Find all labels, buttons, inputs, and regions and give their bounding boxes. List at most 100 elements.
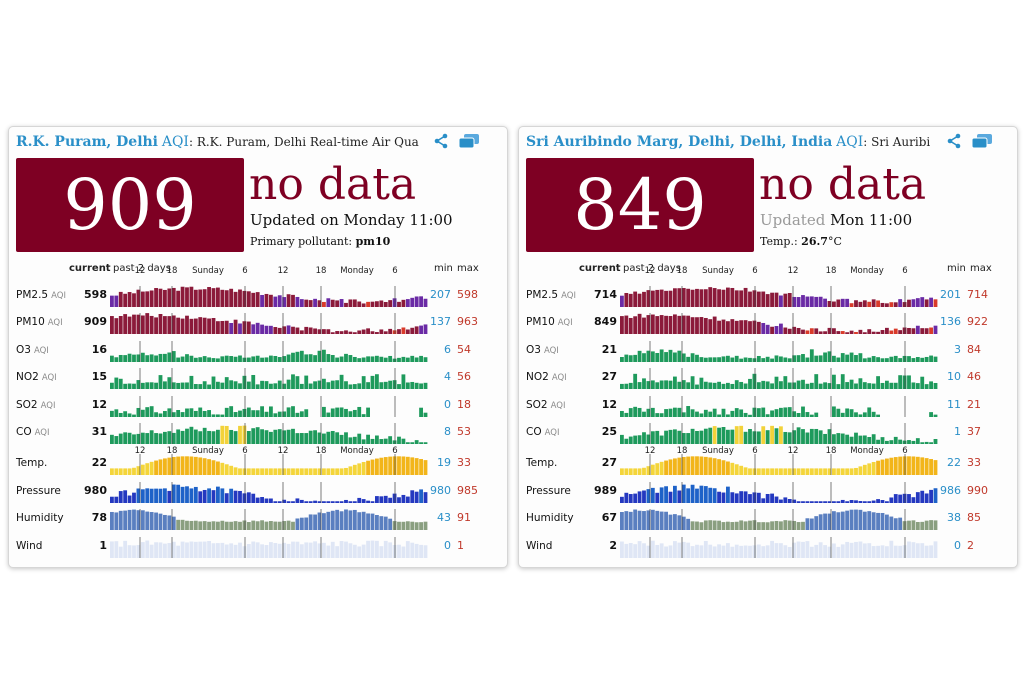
sparkline-bar	[673, 514, 677, 531]
windows-icon[interactable]	[971, 133, 993, 149]
sparkline-bar	[410, 521, 415, 531]
sparkline-bar	[180, 356, 185, 362]
sparkline-co[interactable]	[110, 419, 428, 445]
sparkline-bar	[801, 468, 805, 476]
sparkline-bar	[721, 545, 726, 558]
sparkline-bar	[193, 318, 198, 335]
sparkline-bar	[233, 291, 238, 307]
station-link[interactable]: R.K. Puram, Delhi	[16, 134, 159, 150]
pollutant-row[interactable]: PM2.5 AQI 714 201 714	[519, 282, 1017, 309]
share-icon[interactable]	[945, 133, 963, 149]
sparkline-wind[interactable]	[110, 533, 428, 559]
sparkline-pm10[interactable]	[620, 309, 938, 335]
sparkline-bar	[251, 520, 256, 531]
sparkline-bar	[765, 356, 770, 362]
sparkline-bar	[858, 541, 863, 558]
row-label: SO2 AQI	[16, 399, 56, 411]
sparkline-temp[interactable]	[620, 450, 938, 476]
sparkline-no2[interactable]	[110, 364, 428, 390]
sparkline-bar	[933, 383, 938, 390]
sparkline-bar	[933, 356, 938, 362]
sparkline-bar	[929, 327, 933, 335]
sparkline-bar	[322, 406, 326, 417]
sparkline-bar	[712, 520, 717, 531]
pollutant-row[interactable]: O3 AQI 21 3 84	[519, 337, 1017, 364]
pollutant-row[interactable]: Humidity 67 38 85	[519, 505, 1017, 532]
sparkline-so2[interactable]	[620, 392, 938, 418]
sparkline-bar	[375, 355, 379, 362]
row-label: SO2 AQI	[526, 399, 566, 411]
sparkline-bar	[366, 356, 370, 362]
sparkline-pm10[interactable]	[110, 309, 428, 335]
sparkline-bar	[251, 428, 256, 444]
sparkline-so2[interactable]	[110, 392, 428, 418]
sparkline-bar	[814, 468, 819, 476]
sparkline-pm25[interactable]	[110, 282, 428, 308]
sparkline-bar	[255, 427, 260, 444]
row-label-text: Humidity	[526, 512, 574, 525]
aqi-link[interactable]: AQI	[161, 134, 189, 150]
sparkline-bar	[110, 468, 114, 476]
pollutant-row[interactable]: Temp. 27 22 33	[519, 450, 1017, 477]
sparkline-bar	[792, 542, 797, 558]
pollutant-row[interactable]: Wind 2 0 2	[519, 533, 1017, 560]
pollutant-row[interactable]: PM10 AQI 849 136 922	[519, 309, 1017, 336]
sparkline-bar	[832, 406, 836, 417]
sparkline-bar	[739, 409, 744, 417]
sparkline-bar	[211, 318, 216, 335]
pollutant-row[interactable]: NO2 AQI 27 10 46	[519, 364, 1017, 391]
sparkline-bar	[650, 351, 655, 362]
sparkline-bar	[650, 314, 655, 335]
pollutant-row[interactable]: Pressure 980 980 985	[9, 478, 507, 505]
sparkline-co[interactable]	[620, 419, 938, 445]
sparkline-bar	[721, 408, 726, 417]
sparkline-o3[interactable]	[620, 337, 938, 363]
sparkline-bar	[344, 408, 348, 417]
pollutant-row[interactable]: Pressure 989 986 990	[519, 478, 1017, 505]
sparkline-press[interactable]	[110, 478, 428, 504]
sparkline-o3[interactable]	[110, 337, 428, 363]
sparkline-press[interactable]	[620, 478, 938, 504]
share-icon[interactable]	[432, 133, 450, 149]
pollutant-row[interactable]: Wind 1 0 1	[9, 533, 507, 560]
sparkline-bar	[330, 501, 335, 503]
sparkline-bar	[317, 512, 322, 531]
sparkline-bar	[646, 434, 651, 444]
pollutant-row[interactable]: SO2 AQI 12 11 21	[519, 392, 1017, 419]
sparkline-bar	[814, 412, 819, 417]
pollutant-row[interactable]: CO AQI 25 1 37	[519, 419, 1017, 446]
sparkline-wind[interactable]	[620, 533, 938, 559]
pollutant-row[interactable]: O3 AQI 16 6 54	[9, 337, 507, 364]
sparkline-bar	[787, 329, 792, 335]
pollutant-row[interactable]: CO AQI 31 8 53	[9, 419, 507, 446]
sparkline-bar	[352, 544, 357, 558]
aqi-link[interactable]: AQI	[836, 134, 864, 150]
sparkline-hum[interactable]	[620, 505, 938, 531]
windows-icon[interactable]	[458, 133, 480, 149]
sparkline-bar	[902, 375, 907, 390]
max-value: 18	[457, 397, 471, 411]
sparkline-pm25[interactable]	[620, 282, 938, 308]
sparkline-bar	[681, 315, 686, 335]
sparkline-no2[interactable]	[620, 364, 938, 390]
pollutant-row[interactable]: NO2 AQI 15 4 56	[9, 364, 507, 391]
sparkline-bar	[211, 414, 216, 417]
status-text: no data	[249, 159, 417, 210]
sparkline-bar	[176, 357, 181, 362]
sparkline-bar	[375, 458, 379, 476]
row-aqi-tag: AQI	[551, 373, 567, 384]
pollutant-row[interactable]: SO2 AQI 12 0 18	[9, 392, 507, 419]
sparkline-bar	[885, 545, 889, 558]
sparkline-hum[interactable]	[110, 505, 428, 531]
pollutant-row[interactable]: PM2.5 AQI 598 207 598	[9, 282, 507, 309]
pollutant-row[interactable]: Humidity 78 43 91	[9, 505, 507, 532]
pollutant-row[interactable]: Temp. 22 19 33	[9, 450, 507, 477]
pollutant-row[interactable]: PM10 AQI 909 137 963	[9, 309, 507, 336]
row-label: PM2.5 AQI	[526, 289, 576, 301]
sparkline-bar	[348, 299, 353, 307]
sparkline-bar	[739, 358, 744, 362]
sparkline-temp[interactable]	[110, 450, 428, 476]
station-link[interactable]: Sri Auribindo Marg, Delhi, Delhi, India	[526, 134, 833, 150]
time-axis-label: 6	[242, 266, 248, 276]
time-axis-label: Sunday	[702, 266, 734, 276]
